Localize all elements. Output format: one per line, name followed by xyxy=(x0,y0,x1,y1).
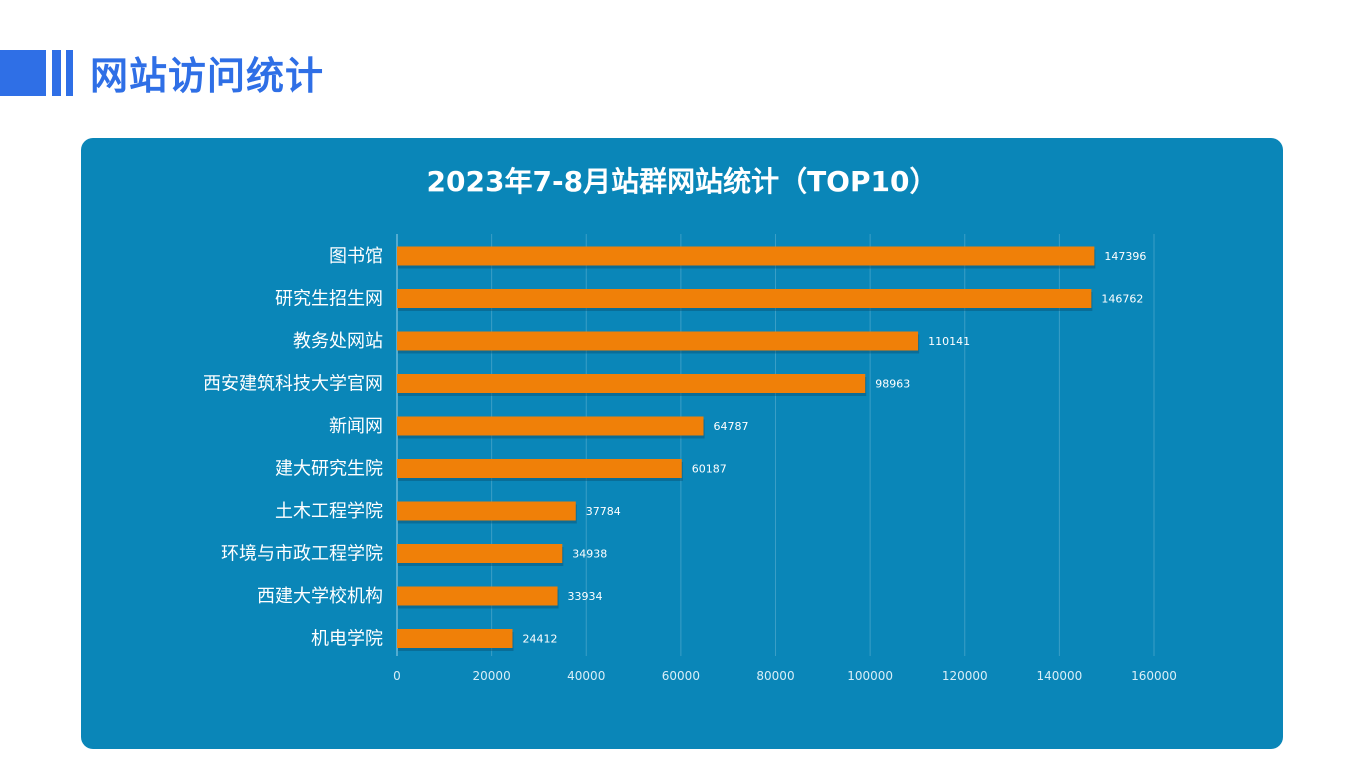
header-accent-stripe-2 xyxy=(66,50,73,96)
bar-chart: 0 20000 40000 60000 80000 100000 120000 140000 1… xyxy=(203,234,1177,683)
x-tick-label: 140000 xyxy=(1036,669,1082,683)
category-label: 教务处网站 xyxy=(293,331,383,352)
x-tick-label: 100000 xyxy=(847,669,893,683)
category-label: 新闻网 xyxy=(329,416,383,437)
category-label: 土木工程学院 xyxy=(275,501,383,522)
bar xyxy=(397,586,558,606)
bar xyxy=(397,501,576,521)
x-tick-label: 40000 xyxy=(567,669,605,683)
bar xyxy=(397,374,866,393)
page-title: 网站访问统计 xyxy=(90,54,325,98)
category-label: 西建大学校机构 xyxy=(257,586,383,607)
x-tick-label: 0 xyxy=(393,669,401,683)
chart-panel: 2023年7-8月站群网站统计（TOP10） 0 20000 40000 60000 8… xyxy=(81,138,1283,749)
category-label: 研究生招生网 xyxy=(275,289,383,310)
category-label: 环境与市政工程学院 xyxy=(221,544,383,565)
data-label: 110141 xyxy=(928,335,970,348)
header-accent-stripe xyxy=(52,50,61,96)
category-label: 图书馆 xyxy=(329,246,383,267)
bar xyxy=(397,416,704,436)
category-label: 西安建筑科技大学官网 xyxy=(203,374,383,395)
data-label: 147396 xyxy=(1104,250,1146,263)
data-label: 98963 xyxy=(875,378,910,391)
bar xyxy=(397,629,513,648)
x-tick-label: 20000 xyxy=(473,669,511,683)
category-label: 建大研究生院 xyxy=(275,459,383,480)
data-label: 24412 xyxy=(522,633,557,646)
bar xyxy=(397,331,919,351)
data-label: 37784 xyxy=(586,505,621,518)
x-tick-label: 160000 xyxy=(1131,669,1177,683)
bar xyxy=(397,289,1092,308)
bar xyxy=(397,459,682,478)
data-label: 64787 xyxy=(714,420,749,433)
data-label: 33934 xyxy=(568,590,603,603)
data-label: 146762 xyxy=(1101,293,1143,306)
x-tick-label: 120000 xyxy=(942,669,988,683)
x-tick-label: 80000 xyxy=(756,669,794,683)
category-label: 机电学院 xyxy=(311,629,383,650)
data-label: 34938 xyxy=(572,548,607,561)
x-tick-label: 60000 xyxy=(662,669,700,683)
chart-title: 2023年7-8月站群网站统计（TOP10） xyxy=(426,165,938,198)
header-accent-block xyxy=(0,50,46,96)
bar xyxy=(397,246,1095,266)
data-label: 60187 xyxy=(692,463,727,476)
bar xyxy=(397,544,563,563)
